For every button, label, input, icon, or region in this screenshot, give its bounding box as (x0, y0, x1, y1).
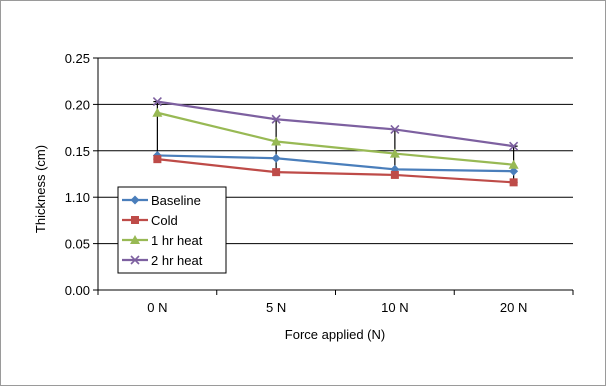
x-marker (271, 114, 281, 124)
series-line (157, 154, 514, 173)
series-line (157, 158, 514, 184)
data-point (509, 178, 518, 187)
square-marker (131, 216, 139, 224)
x-marker (130, 255, 140, 265)
legend-item: 1 hr heat (122, 233, 203, 248)
y-tick-label: 0.05 (65, 237, 90, 252)
triangle-marker (271, 136, 282, 146)
y-tick-label: 0.25 (65, 51, 90, 66)
data-point (508, 159, 519, 169)
series-baseline (152, 150, 519, 176)
triangle-marker (130, 235, 140, 244)
x-tick-label: 10 N (381, 300, 408, 315)
data-point (153, 155, 162, 164)
data-point (271, 136, 282, 146)
x-axis-label: Force applied (N) (285, 327, 385, 342)
y-tick-label: 0.20 (65, 97, 90, 112)
data-point (389, 148, 400, 158)
square-marker (509, 178, 518, 187)
data-point (509, 141, 519, 151)
series-cold (153, 155, 518, 187)
axes (97, 58, 574, 295)
legend-item: Cold (122, 213, 178, 228)
legend-item: 2 hr heat (122, 253, 203, 268)
diamond-marker (271, 153, 281, 163)
square-marker (272, 168, 281, 177)
x-tick-label: 5 N (266, 300, 286, 315)
series-1-hr-heat (152, 107, 519, 169)
y-tick-label: 0.00 (65, 283, 90, 298)
legend-label: Cold (151, 213, 178, 228)
series-2-hr-heat (152, 97, 519, 151)
x-tick-label: 20 N (500, 300, 527, 315)
legend-label: 1 hr heat (151, 233, 203, 248)
series-line (157, 111, 514, 166)
x-marker (152, 97, 162, 107)
data-point (152, 107, 163, 117)
y-tick-labels: 0.00 0.05 1.10 0.15 0.20 0.25 (65, 51, 90, 298)
data-point (272, 168, 281, 177)
legend-label: 2 hr heat (151, 253, 203, 268)
legend-item: Baseline (122, 193, 201, 208)
legend-label: Baseline (151, 193, 201, 208)
data-point (390, 124, 400, 135)
diamond-marker (130, 195, 140, 205)
data-point (271, 153, 281, 163)
series-lines (152, 97, 519, 187)
triangle-marker (389, 148, 400, 158)
triangle-marker (152, 107, 163, 117)
x-tick-label: 0 N (147, 300, 167, 315)
x-marker (390, 124, 400, 135)
diamond-marker (509, 166, 519, 176)
data-point (390, 170, 399, 179)
triangle-marker (508, 159, 519, 169)
x-marker (509, 141, 519, 151)
x-tick-labels: 0 N 5 N 10 N 20 N (147, 300, 527, 315)
y-tick-label: 1.10 (65, 190, 90, 205)
legend: Baseline Cold 1 hr heat 2 hr heat (117, 186, 227, 274)
y-axis-label: Thickness (cm) (33, 145, 48, 233)
square-marker (390, 170, 399, 179)
y-tick-label: 0.15 (65, 144, 90, 159)
data-point (152, 97, 162, 107)
series-line (157, 100, 514, 148)
data-point (271, 114, 281, 124)
data-point (509, 166, 519, 176)
square-marker (153, 155, 162, 164)
